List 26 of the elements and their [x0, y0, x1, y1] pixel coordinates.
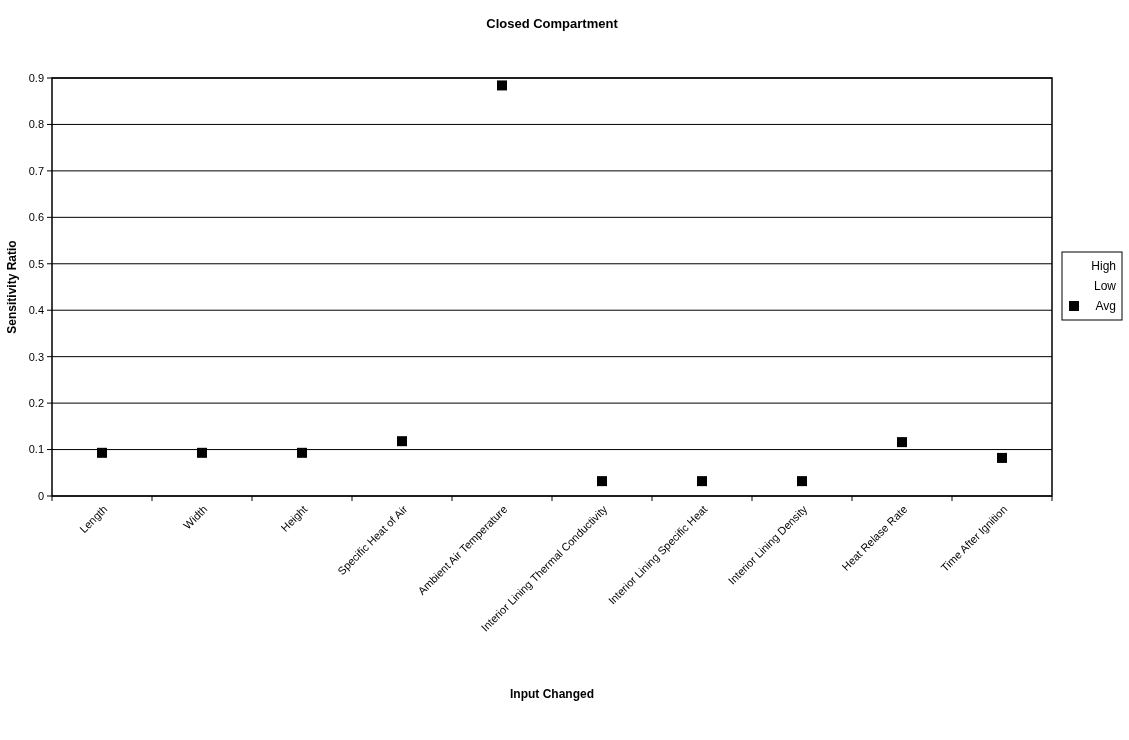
point	[697, 476, 707, 487]
point	[997, 452, 1007, 463]
point	[97, 447, 107, 458]
legend-label: Avg	[1095, 299, 1116, 314]
point	[497, 80, 507, 91]
point	[797, 476, 807, 487]
y-tick-label: 0.9	[28, 71, 44, 84]
y-tick-label: 0	[37, 489, 44, 502]
y-tick-label: 0.6	[28, 211, 44, 224]
x-axis-title: Input Changed	[510, 687, 594, 701]
y-tick-label: 0.5	[28, 257, 44, 270]
y-tick-label: 0.2	[28, 396, 44, 409]
y-tick-label: 0.1	[28, 443, 44, 456]
y-axis-title: Sensitivity Ratio	[5, 240, 19, 334]
y-tick-label: 0.4	[28, 304, 44, 317]
legend-label: Low	[1093, 279, 1117, 294]
point	[597, 476, 607, 487]
chart-title: Closed Compartment	[486, 16, 619, 31]
y-tick-label: 0.3	[28, 350, 44, 363]
legend-label: High	[1091, 259, 1116, 274]
point	[297, 447, 307, 458]
point	[897, 437, 907, 448]
y-tick-label: 0.8	[28, 118, 44, 131]
point	[397, 436, 407, 447]
y-tick-label: 0.7	[28, 164, 44, 177]
point	[197, 447, 207, 458]
